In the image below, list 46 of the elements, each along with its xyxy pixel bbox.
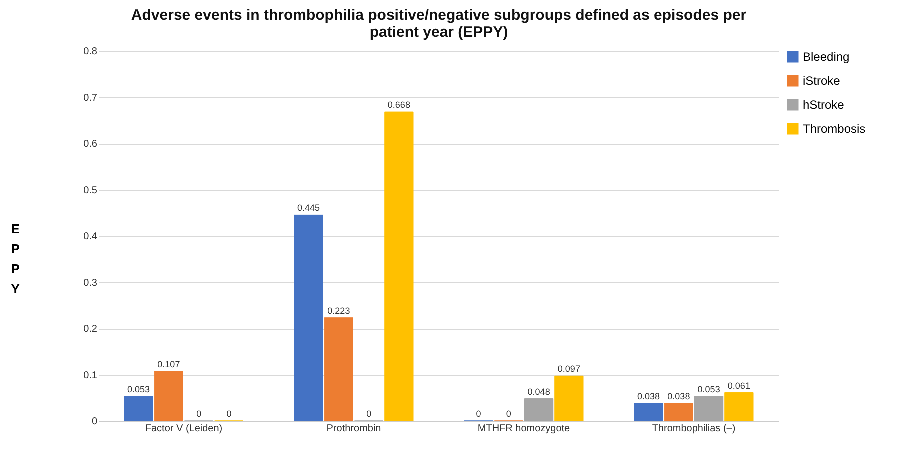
y-tick-label: 0.7: [84, 92, 98, 104]
bar: [724, 392, 754, 422]
data-label: 0: [226, 409, 232, 419]
x-tick-label: Prothrombin: [326, 424, 382, 434]
y-tick-label: 0.1: [84, 370, 98, 382]
bar: [154, 371, 184, 422]
data-label: 0: [506, 409, 512, 419]
data-label: 0: [366, 409, 372, 419]
y-tick-label: 0.5: [84, 185, 98, 196]
y-tick-label: 0.3: [84, 278, 98, 289]
data-label: 0: [476, 409, 482, 419]
bar: [694, 396, 724, 422]
data-label: 0.038: [668, 391, 690, 402]
bar: [664, 403, 694, 422]
data-label: 0.053: [128, 384, 150, 394]
bar: [384, 112, 414, 422]
y-tick-label: 0: [92, 416, 98, 428]
x-tick-label: Thrombophilias (–): [652, 424, 736, 434]
bar: [524, 398, 554, 422]
legend-label: iStroke: [803, 74, 841, 88]
data-label: 0.053: [698, 384, 720, 394]
x-tick-label: Factor V (Leiden): [145, 424, 223, 434]
legend-label: hStroke: [803, 98, 845, 112]
data-label: 0.061: [728, 380, 750, 391]
bar: [554, 376, 584, 422]
y-tick-label: 0.4: [84, 232, 98, 242]
x-tick-label: MTHFR homozygote: [478, 424, 571, 434]
bar: [324, 318, 354, 422]
bar: [294, 214, 324, 422]
data-label: 0.097: [558, 364, 580, 374]
y-tick-label: 0.2: [84, 324, 98, 335]
data-label: 0.445: [298, 203, 320, 214]
y-axis-title: EPPY: [11, 222, 20, 296]
data-label: 0: [196, 409, 202, 419]
y-tick-label: 0.8: [84, 46, 98, 58]
bar: [634, 403, 664, 422]
data-label: 0.223: [328, 306, 350, 316]
data-label: 0.668: [388, 100, 410, 110]
bar: [124, 396, 154, 422]
data-label: 0.107: [158, 360, 180, 370]
data-label: 0.038: [638, 391, 660, 402]
legend-label: Bleeding: [803, 50, 850, 64]
chart-title: Adverse events in thrombophilia positive/negative subgroups defined as episodes per patient year (EPPY): [131, 7, 747, 41]
data-label: 0.048: [528, 386, 550, 397]
legend-label: Thrombosis: [803, 122, 866, 136]
y-tick-label: 0.6: [84, 139, 98, 150]
